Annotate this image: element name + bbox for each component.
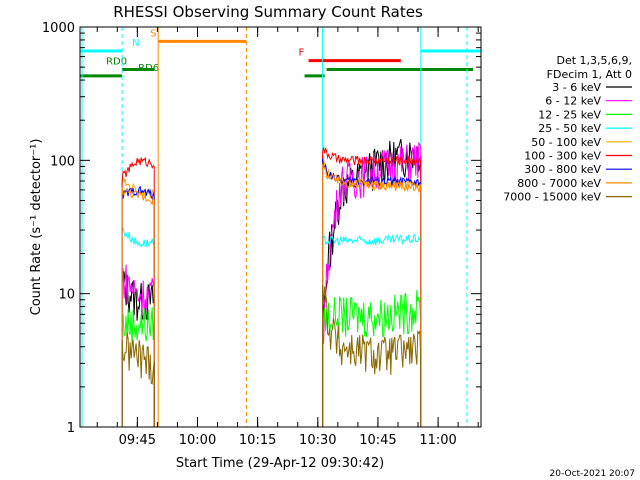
- x-tick-label-1: 10:00: [179, 433, 216, 448]
- plot-frame: [79, 26, 482, 428]
- y-tick-label-3: 1000: [42, 21, 75, 36]
- y-tick-label-1: 10: [58, 288, 75, 303]
- series-50-100-keV: [121, 154, 422, 427]
- flag-label-rd6: RD6: [138, 63, 159, 74]
- series-7000-15000-keV: [121, 284, 422, 427]
- legend: Det 1,3,5,6,9,FDecim 1, Att 03 - 6 keV6 …: [503, 54, 632, 204]
- legend-header-0: Det 1,3,5,6,9,: [556, 54, 632, 67]
- series-line-seg2: [322, 154, 422, 427]
- series-6-12-keV: [121, 141, 422, 427]
- x-tick-label-3: 10:30: [299, 433, 336, 448]
- legend-label-7: 800 - 7000 keV: [517, 177, 601, 190]
- flag-label-s: S: [150, 28, 156, 39]
- footer-timestamp: 20-Oct-2021 20:07: [550, 469, 635, 479]
- y-axis: 1 10 100 1000: [42, 21, 481, 436]
- legend-label-4: 50 - 100 keV: [531, 136, 601, 149]
- legend-label-2: 12 - 25 keV: [538, 108, 601, 121]
- series-line-seg2: [322, 233, 422, 427]
- legend-label-1: 6 - 12 keV: [545, 95, 601, 108]
- series-line-seg1: [121, 264, 155, 427]
- chart-title: RHESSI Observing Summary Count Rates: [113, 3, 423, 21]
- series-line-seg2: [322, 162, 422, 427]
- legend-label-8: 7000 - 15000 keV: [503, 191, 601, 204]
- series-100-300-keV: [121, 147, 422, 427]
- legend-label-6: 300 - 800 keV: [524, 163, 601, 176]
- series-300-800-keV: [121, 158, 422, 427]
- y-tick-label-2: 100: [50, 154, 75, 169]
- series-line-seg1: [121, 187, 155, 427]
- y-tick-label-0: 1: [67, 421, 75, 436]
- legend-label-3: 25 - 50 keV: [538, 122, 601, 135]
- legend-label-0: 3 - 6 keV: [552, 81, 601, 94]
- series-line-seg2: [322, 147, 422, 427]
- series-line-seg1: [121, 307, 155, 427]
- x-tick-label-4: 10:45: [359, 433, 396, 448]
- legend-header-1: FDecim 1, Att 0: [547, 68, 632, 81]
- series-12-25-keV: [121, 290, 422, 427]
- x-tick-label-2: 10:15: [239, 433, 276, 448]
- series-group: [121, 138, 422, 427]
- series-line-seg2: [322, 141, 422, 427]
- flag-label-n: N: [132, 38, 139, 49]
- x-axis-label: Start Time (29-Apr-12 09:30:42): [176, 456, 384, 471]
- x-tick-label-0: 09:45: [119, 433, 156, 448]
- series-line-seg1: [121, 185, 155, 427]
- x-tick-label-5: 11:00: [419, 433, 456, 448]
- series-25-50-keV: [121, 227, 422, 427]
- flag-label-rd0: RD0: [106, 57, 127, 68]
- flag-label-f: F: [299, 48, 305, 59]
- series-line-seg1: [121, 332, 155, 427]
- series-line-seg1: [121, 156, 155, 427]
- x-axis: 09:45 10:00 10:15 10:30 10:45 11:00: [96, 27, 479, 448]
- series-line-seg2: [322, 158, 422, 427]
- series-line-seg2: [322, 284, 422, 427]
- series-line-seg1: [121, 227, 155, 427]
- y-axis-label: Count Rate (s⁻¹ detector⁻¹): [29, 139, 44, 316]
- series-800-7000-keV: [121, 162, 422, 427]
- legend-label-5: 100 - 300 keV: [524, 150, 601, 163]
